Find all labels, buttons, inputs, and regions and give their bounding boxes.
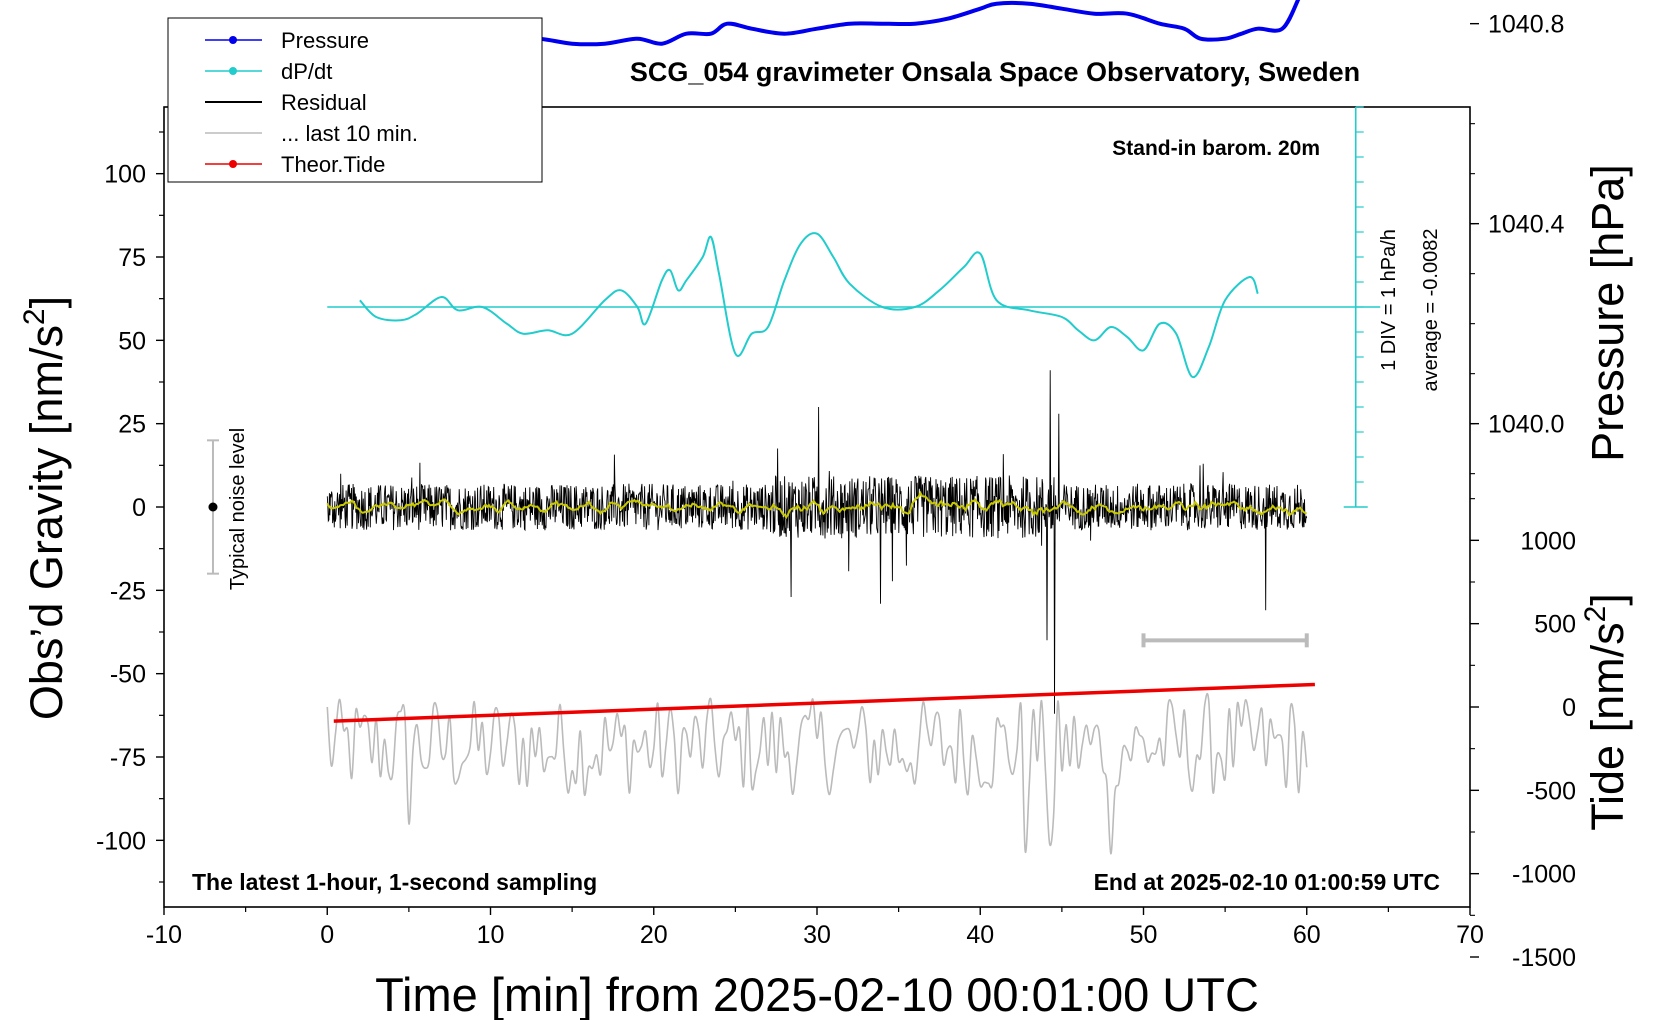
tide-tick-label: -1500	[1512, 944, 1576, 972]
x-tick-label: 70	[1456, 921, 1484, 949]
y-tick-label: -50	[110, 661, 146, 689]
noise-bar-dot	[208, 502, 218, 512]
x-axis: -10 0 10 20 30 40 50 60 70	[146, 907, 1484, 949]
legend-marker	[229, 36, 237, 44]
pressure-tick-label: 1040.0	[1488, 411, 1564, 439]
div-note: 1 DIV = 1 hPa/h	[1378, 229, 1400, 371]
x-tick-label: 50	[1130, 921, 1158, 949]
average-note: average = -0.0082	[1420, 229, 1442, 392]
x-tick-label: 20	[640, 921, 668, 949]
y-axis-gravity: -100 -75 -50 -25 0 25 50 75 100	[96, 131, 164, 883]
x-tick-label: 30	[803, 921, 831, 949]
legend: Pressure dP/dt Residual ... last 10 min. The…	[167, 17, 543, 183]
legend-label: ... last 10 min.	[281, 121, 418, 146]
latest-note: The latest 1-hour, 1-second sampling	[192, 869, 597, 895]
last-window-bar	[1141, 633, 1309, 648]
y-tick-label: 75	[118, 244, 146, 272]
y-tick-label: 25	[118, 411, 146, 439]
x-tick-label: -10	[146, 921, 182, 949]
legend-marker	[229, 67, 237, 75]
noise-level-indicator	[206, 439, 219, 575]
x-tick-label: 40	[966, 921, 994, 949]
y-axis-label-gravity-close: ]	[21, 296, 72, 309]
y-axis-label-gravity: Obs’d Gravity [nm/s2]	[18, 296, 72, 720]
y-tick-label: 50	[118, 327, 146, 355]
dpdt-scale-bar	[327, 106, 1381, 508]
tide-tick-label: -500	[1526, 777, 1576, 805]
y-axis-label-tide-text: Tide [nm/s	[1582, 622, 1633, 830]
chart-title: SCG_054 gravimeter Onsala Space Observat…	[630, 57, 1360, 87]
legend-label: Theor.Tide	[281, 152, 385, 177]
y-axis-label-pressure: Pressure [hPa]	[1582, 164, 1633, 462]
series-residual	[326, 370, 1308, 714]
tide-tick-label: 0	[1562, 694, 1576, 722]
y-tick-label: -100	[96, 827, 146, 855]
tide-tick-label: 1000	[1520, 527, 1576, 555]
end-at-note: End at 2025-02-10 01:00:59 UTC	[1094, 869, 1440, 895]
y-axis-label-gravity-text: Obs’d Gravity [nm/s	[21, 325, 72, 720]
y-tick-label: 0	[132, 494, 146, 522]
y-axis-label-tide-sup: 2	[1579, 606, 1612, 623]
legend-box	[167, 17, 543, 183]
series-dpdt	[359, 232, 1259, 379]
residual-line	[326, 370, 1308, 714]
x-axis-label: Time [min] from 2025-02-10 00:01:00 UTC	[375, 968, 1259, 1020]
y-axis-label-tide-close: ]	[1582, 593, 1633, 606]
y-tick-label: -25	[110, 577, 146, 605]
tide-tick-label: 500	[1534, 611, 1576, 639]
legend-label: dP/dt	[281, 59, 332, 84]
noise-label: Typical noise level	[227, 428, 249, 590]
pressure-tick-label: 1040.8	[1488, 11, 1564, 39]
dpdt-line	[359, 232, 1259, 379]
y-axis-tide: -1500 -1000 -500 0 500 1000	[1470, 498, 1576, 972]
series-last-10-min	[326, 692, 1308, 855]
legend-label: Pressure	[281, 28, 369, 53]
y-tick-label: 100	[104, 161, 146, 189]
y-axis-label-gravity-sup: 2	[18, 308, 51, 325]
y-axis-label-tide: Tide [nm/s2]	[1579, 593, 1633, 831]
stand-in-note: Stand-in barom. 20m	[1112, 137, 1320, 160]
series-theor-tide	[333, 682, 1315, 723]
last10-line	[326, 692, 1308, 855]
tide-tick-label: -1000	[1512, 861, 1576, 889]
residual-smoothed-line	[326, 490, 1308, 520]
x-tick-label: 0	[320, 921, 334, 949]
x-tick-label: 10	[477, 921, 505, 949]
legend-marker	[229, 160, 237, 168]
x-tick-label: 60	[1293, 921, 1321, 949]
y-tick-label: -75	[110, 744, 146, 772]
series-residual-smoothed	[326, 490, 1308, 520]
legend-label: Residual	[281, 90, 367, 115]
tide-line	[333, 682, 1315, 723]
pressure-tick-label: 1040.4	[1488, 211, 1565, 239]
